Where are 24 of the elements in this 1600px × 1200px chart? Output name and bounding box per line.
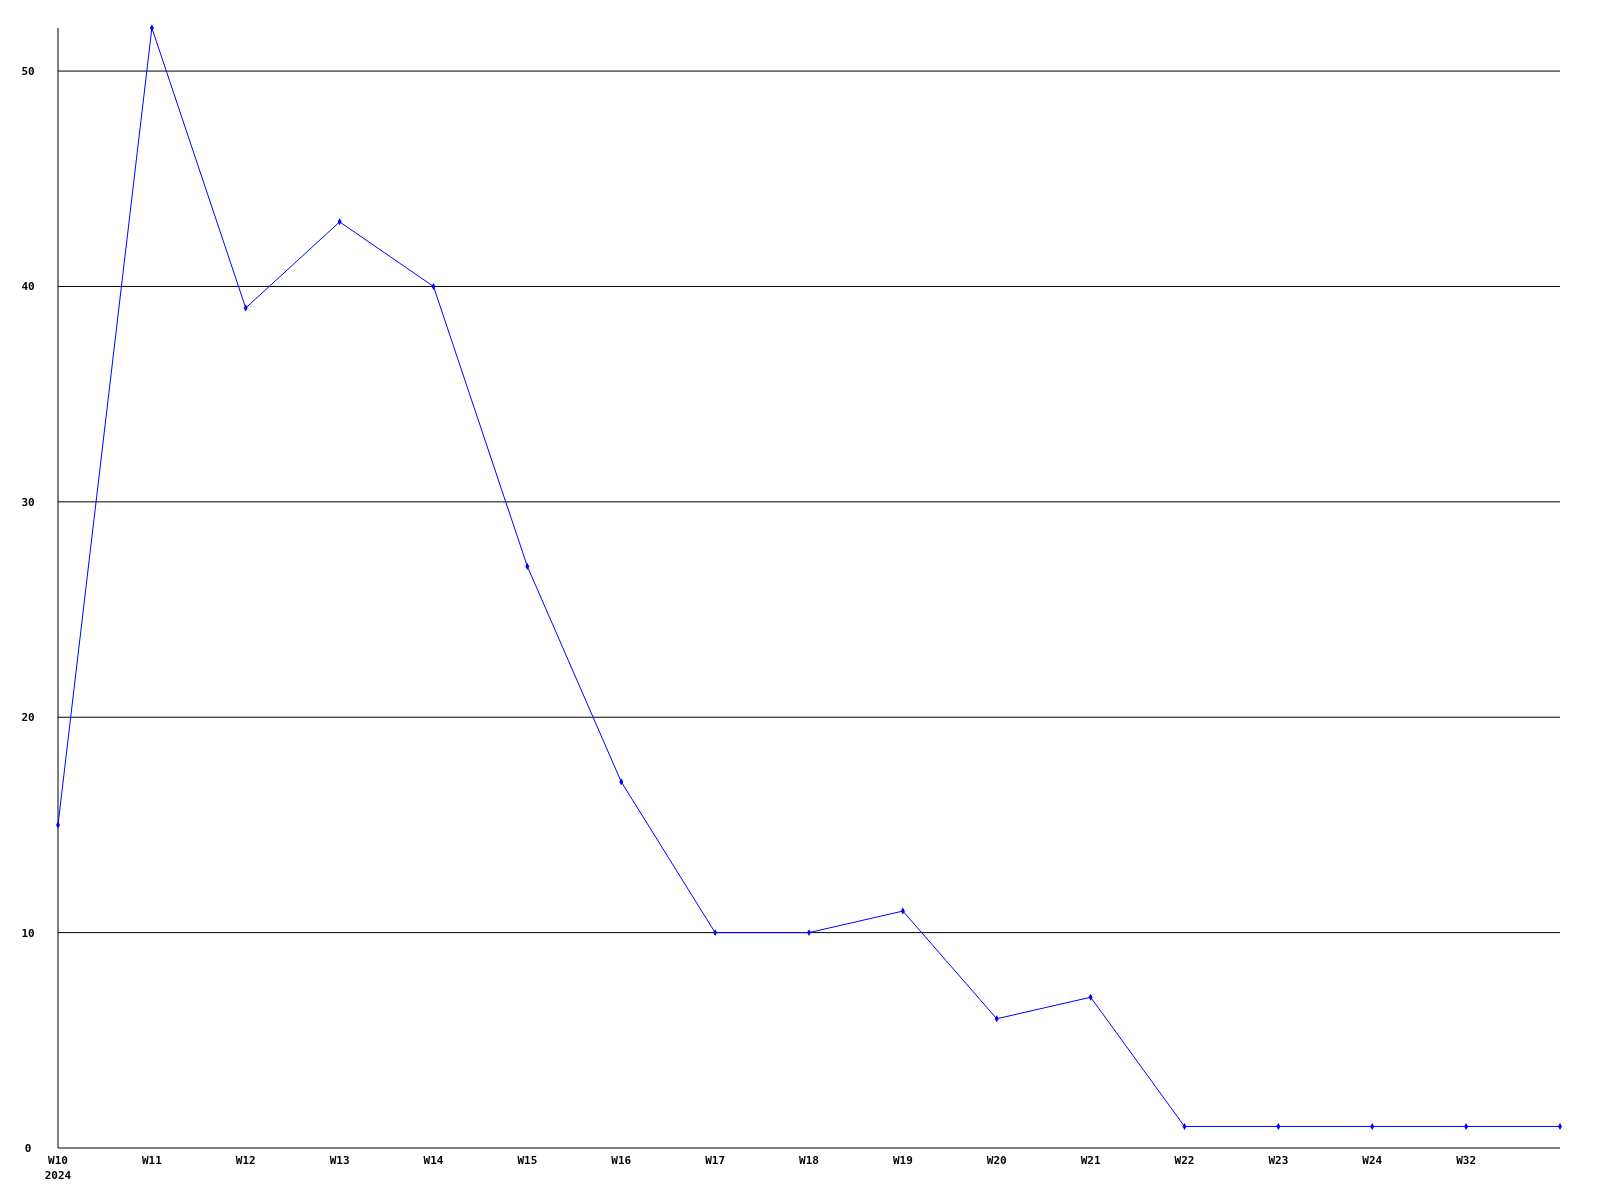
x-tick-label: W24 bbox=[1362, 1154, 1383, 1167]
x-tick-label: W21 bbox=[1080, 1154, 1101, 1167]
y-tick-label: 10 bbox=[21, 926, 35, 940]
x-tick-label: W23 bbox=[1268, 1154, 1289, 1167]
x-tick-label: W16 bbox=[611, 1154, 632, 1167]
point bbox=[55, 821, 61, 829]
x-tick-label: W19 bbox=[892, 1154, 913, 1167]
x-tick-label: W32 bbox=[1456, 1154, 1477, 1167]
x-tick-label: W15 bbox=[517, 1154, 538, 1167]
x-tick-label: W22 bbox=[1174, 1154, 1195, 1167]
x-tick-label: W18 bbox=[799, 1154, 819, 1167]
x-tick-label: W17 bbox=[705, 1154, 726, 1167]
point bbox=[806, 929, 812, 937]
x-tick-label: W11 bbox=[141, 1154, 163, 1167]
y-tick-label: 50 bbox=[21, 65, 35, 79]
y-tick-label: 40 bbox=[21, 280, 35, 294]
y-tick-label: 30 bbox=[21, 495, 35, 509]
x-tick-label: W12 bbox=[235, 1154, 256, 1167]
y-tick-label: 0 bbox=[24, 1142, 32, 1155]
x-tick-label: W10 2024 bbox=[44, 1154, 72, 1182]
x-tick-label: W20 bbox=[986, 1154, 1007, 1167]
x-tick-label: W13 bbox=[329, 1154, 350, 1167]
y-tick-label: 20 bbox=[21, 711, 35, 725]
x-tick-label: W14 bbox=[423, 1154, 444, 1167]
